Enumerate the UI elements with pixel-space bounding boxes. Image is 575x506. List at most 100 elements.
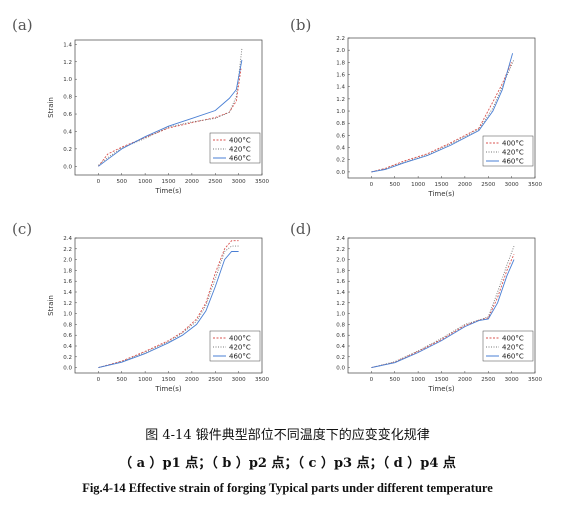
- chart-panel-3: (c) 0 500 1000 1500 2000 2500 3000 3500 0.0 0.2 0.4…: [12, 220, 269, 393]
- y-tick-label: 1.4: [63, 42, 72, 48]
- x-tick-label: 1000: [138, 179, 152, 185]
- y-tick-label: 2.0: [336, 48, 345, 54]
- y-tick-label: 1.0: [336, 312, 345, 318]
- x-tick-label: 2500: [481, 377, 495, 383]
- x-axis-label: Time(s): [427, 385, 455, 393]
- series-line-2: [371, 59, 515, 173]
- panel-letter: (d): [290, 220, 311, 238]
- legend-entry: 460°C: [502, 353, 524, 361]
- x-tick-label: 2000: [185, 377, 199, 383]
- y-tick-label: 1.2: [336, 301, 345, 307]
- panel-letter: (b): [290, 16, 311, 34]
- x-tick-label: 0: [97, 377, 101, 383]
- series-line-3: [371, 53, 514, 173]
- series-line-1: [371, 254, 515, 369]
- y-tick-label: 2.2: [336, 36, 345, 42]
- y-tick-label: 1.8: [336, 60, 345, 66]
- y-tick-label: 0.8: [63, 95, 72, 101]
- caption-english: Fig.4-14 Effective strain of forging Typ…: [82, 481, 493, 495]
- y-tick-label: 0.0: [63, 164, 72, 170]
- panel-letter: (c): [12, 220, 32, 238]
- x-tick-label: 2500: [208, 377, 222, 383]
- y-tick-label: 1.6: [336, 279, 345, 285]
- y-tick-label: 1.8: [336, 268, 345, 274]
- chart-panel-2: (b) 0 500 1000 1500 2000 2500 3000 3500 0.0 0.2 0.4…: [290, 16, 542, 198]
- x-tick-label: 1500: [162, 377, 176, 383]
- y-tick-label: 1.2: [63, 301, 72, 307]
- x-tick-label: 0: [370, 377, 374, 383]
- y-tick-label: 2.0: [63, 258, 72, 264]
- y-tick-label: 2.0: [336, 258, 345, 264]
- legend-entry: 420°C: [229, 344, 251, 352]
- y-tick-label: 0.2: [63, 147, 72, 153]
- x-tick-label: 1000: [411, 182, 425, 188]
- legend-entry: 420°C: [502, 344, 524, 352]
- legend-entry: 400°C: [229, 335, 251, 343]
- x-tick-label: 2500: [208, 179, 222, 185]
- y-tick-label: 2.4: [63, 236, 72, 242]
- y-tick-label: 0.2: [63, 355, 72, 361]
- y-tick-label: 0.6: [336, 333, 345, 339]
- y-tick-label: 0.2: [336, 158, 345, 164]
- legend-entry: 400°C: [502, 140, 524, 148]
- y-tick-label: 2.4: [336, 236, 345, 242]
- x-tick-label: 500: [117, 179, 128, 185]
- legend-entry: 460°C: [229, 353, 251, 361]
- x-tick-label: 1500: [162, 179, 176, 185]
- legend-entry: 420°C: [229, 146, 251, 154]
- y-tick-label: 2.2: [63, 247, 72, 253]
- panel-letter: (a): [12, 16, 33, 34]
- y-tick-label: 0.0: [63, 366, 72, 372]
- x-tick-label: 3000: [505, 182, 519, 188]
- y-tick-label: 0.4: [336, 344, 345, 350]
- x-tick-label: 500: [117, 377, 128, 383]
- legend-entry: 460°C: [502, 158, 524, 166]
- series-line-3: [98, 59, 243, 167]
- caption-chinese: 图 4-14 锻件典型部位不同温度下的应变变化规律: [145, 428, 430, 443]
- y-tick-label: 1.4: [63, 290, 72, 296]
- y-tick-label: 0.4: [336, 146, 345, 152]
- x-tick-label: 2000: [185, 179, 199, 185]
- y-tick-label: 0.0: [336, 366, 345, 372]
- y-axis-label: Strain: [47, 295, 55, 316]
- y-tick-label: 0.2: [336, 355, 345, 361]
- x-axis-label: Time(s): [154, 385, 182, 393]
- x-tick-label: 3500: [528, 182, 542, 188]
- x-tick-label: 0: [370, 182, 374, 188]
- x-tick-label: 500: [390, 182, 401, 188]
- legend-entry: 400°C: [502, 335, 524, 343]
- x-tick-label: 2000: [458, 377, 472, 383]
- y-tick-label: 0.8: [63, 322, 72, 328]
- y-tick-label: 1.2: [63, 60, 72, 66]
- y-tick-label: 0.8: [336, 322, 345, 328]
- x-tick-label: 1500: [435, 182, 449, 188]
- y-tick-label: 1.0: [336, 109, 345, 115]
- chart-panel-4: (d) 0 500 1000 1500 2000 2500 3000 3500 0.0 0.2 0.4…: [290, 220, 542, 393]
- y-tick-label: 0.4: [63, 129, 72, 135]
- y-tick-label: 1.0: [63, 312, 72, 318]
- x-tick-label: 1000: [411, 377, 425, 383]
- series-line-2: [98, 48, 243, 166]
- series-line-3: [371, 259, 515, 369]
- y-tick-label: 0.4: [63, 344, 72, 350]
- x-tick-label: 3500: [255, 377, 269, 383]
- x-tick-label: 3000: [232, 179, 246, 185]
- x-tick-label: 3500: [528, 377, 542, 383]
- x-axis-label: Time(s): [427, 190, 455, 198]
- legend-entry: 460°C: [229, 155, 251, 163]
- series-line-1: [371, 62, 513, 173]
- y-tick-label: 0.8: [336, 121, 345, 127]
- x-tick-label: 3500: [255, 179, 269, 185]
- y-tick-label: 0.6: [63, 333, 72, 339]
- series-line-1: [98, 240, 239, 369]
- x-tick-label: 1000: [138, 377, 152, 383]
- caption-subpanels: （ a ）p1 点；（ b ）p2 点；（ c ）p3 点；（ d ）p4 点: [119, 456, 456, 471]
- legend-entry: 420°C: [502, 149, 524, 157]
- legend-entry: 400°C: [229, 137, 251, 145]
- x-tick-label: 500: [390, 377, 401, 383]
- x-axis-label: Time(s): [154, 187, 182, 195]
- y-tick-label: 1.0: [63, 77, 72, 83]
- series-line-2: [371, 245, 515, 369]
- series-line-2: [98, 245, 239, 369]
- y-tick-label: 2.2: [336, 247, 345, 253]
